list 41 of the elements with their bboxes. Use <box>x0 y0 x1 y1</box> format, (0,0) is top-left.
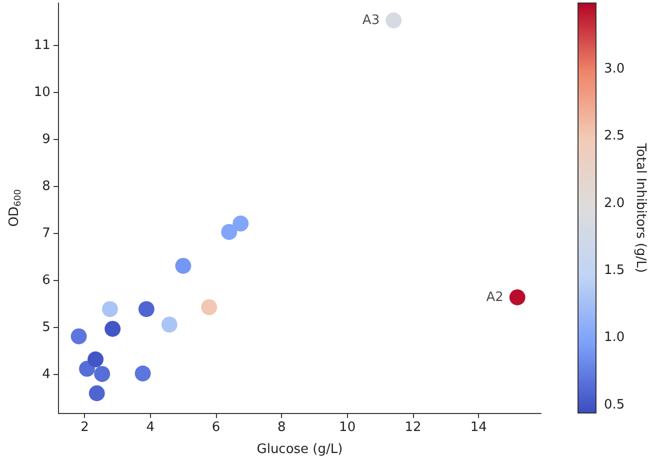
color-bar-label: 1.0 <box>604 330 625 346</box>
point <box>94 366 110 382</box>
y-tick-label: 4 <box>42 366 50 382</box>
x-tick-label: 8 <box>278 420 286 435</box>
x-tick-label: 6 <box>212 420 220 435</box>
point <box>88 351 104 368</box>
color-bar-label: 2.0 <box>604 196 625 211</box>
point <box>221 224 238 240</box>
color-bar-label: 2.5 <box>604 128 625 144</box>
x-tick-label: 12 <box>404 420 422 435</box>
x-tick-label: 10 <box>339 420 356 435</box>
color-bar-title: Total Inhibitors (g/L) <box>633 142 648 273</box>
point <box>134 366 151 382</box>
x-tick-label: 14 <box>470 420 487 435</box>
point <box>88 385 105 402</box>
color-bar-label: 3.0 <box>604 61 625 76</box>
point <box>232 216 249 232</box>
point <box>102 301 118 318</box>
y-tick-label: 6 <box>42 272 50 288</box>
point <box>509 289 526 306</box>
y-tick-label: 7 <box>42 226 50 241</box>
annotation: A3 <box>362 12 380 28</box>
point <box>70 328 87 344</box>
color-bar-label: 0.5 <box>604 397 625 412</box>
y-tick-label: 10 <box>34 84 50 100</box>
y-tick-label: 11 <box>34 38 50 53</box>
y-axis-title: OD600 <box>7 189 24 227</box>
y-tick-label: 5 <box>42 320 50 335</box>
point <box>138 301 154 318</box>
annotation: A2 <box>486 290 504 305</box>
color-bar-label: 1.5 <box>604 263 625 278</box>
x-tick-label: 2 <box>80 420 89 435</box>
point <box>386 12 402 28</box>
point <box>201 299 218 316</box>
point <box>104 320 121 337</box>
x-tick-label: 4 <box>146 420 154 435</box>
x-axis-title: Glucose (g/L) <box>256 442 343 457</box>
y-tick-label: 9 <box>42 132 50 147</box>
point <box>175 258 192 274</box>
y-tick-label: 8 <box>42 178 50 194</box>
point <box>161 316 178 333</box>
